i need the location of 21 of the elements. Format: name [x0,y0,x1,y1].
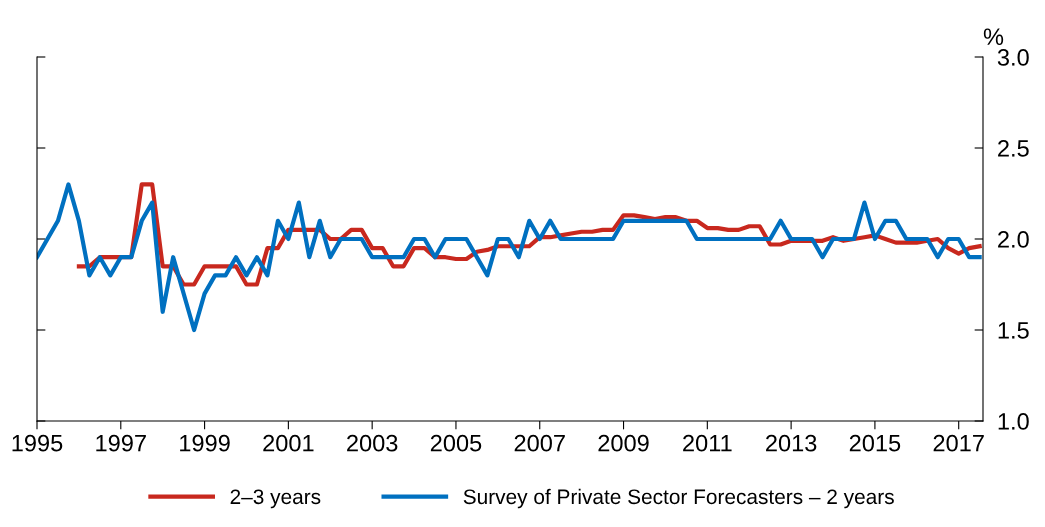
x-tick-label: 2003 [347,434,398,452]
y-tick-label: 2.0 [998,231,1029,248]
y-tick-label: 3.0 [997,49,1029,66]
x-tick-label: 1999 [180,434,230,452]
x-tick-label: 2017 [933,434,984,452]
y-axis-title: % [983,28,1004,45]
y-tick-label: 1.5 [998,322,1029,339]
y-tick-label: 2.5 [998,140,1029,157]
x-tick-label: 2015 [849,434,901,452]
x-tick-label: 2009 [598,434,649,452]
line-series [37,182,982,333]
x-tick-label: 2001 [263,434,314,452]
legend-label: 2–3 years [230,489,321,509]
x-tick-label: 2013 [766,434,817,452]
x-tick-label: 1997 [96,434,146,452]
x-tick-label: 1995 [12,434,63,452]
x-tick-label: 2005 [430,434,482,452]
x-tick-label: 2007 [514,434,565,452]
x-tick-label: 2011 [683,434,732,452]
legend-label: Survey of Private Sector Forecasters – 2 years [463,488,894,509]
y-tick-label: 1.0 [998,413,1029,430]
